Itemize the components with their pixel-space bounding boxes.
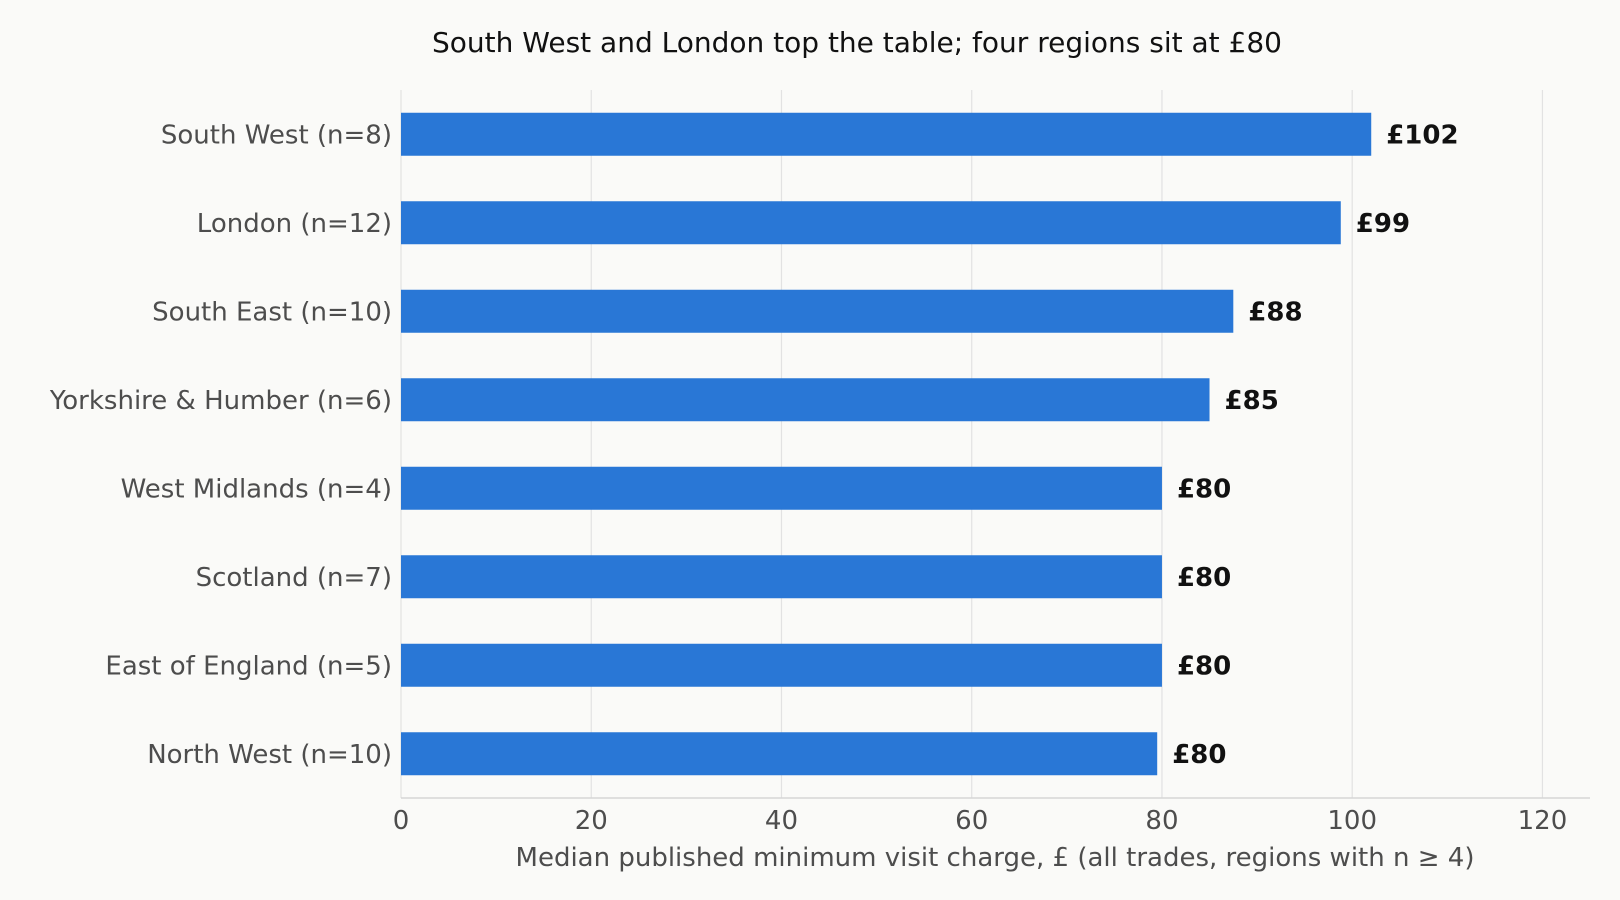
bar-value-label: £99: [1356, 209, 1410, 239]
category-label: South West (n=8): [161, 120, 392, 150]
bar: [401, 378, 1210, 422]
bar: [401, 555, 1162, 599]
x-tick-label: 0: [393, 806, 410, 836]
gridlines: [400, 90, 1590, 799]
category-label: London (n=12): [197, 209, 392, 239]
bar: [401, 643, 1162, 687]
category-label: West Midlands (n=4): [121, 474, 392, 504]
bar-value-label: £102: [1386, 120, 1458, 150]
bar-value-label: £85: [1225, 386, 1279, 416]
x-tick-label: 60: [955, 806, 988, 836]
bar-value-label: £80: [1172, 740, 1226, 770]
bar: [401, 732, 1158, 776]
bars: [401, 112, 1372, 776]
x-tick-label: 120: [1518, 806, 1568, 836]
x-tick-label: 100: [1327, 806, 1377, 836]
x-tick-label: 80: [1145, 806, 1178, 836]
bar-value-label: £80: [1177, 474, 1231, 504]
category-label: South East (n=10): [152, 297, 392, 327]
category-label: North West (n=10): [147, 740, 392, 770]
x-axis-title: Median published minimum visit charge, £…: [516, 843, 1475, 873]
x-tick-label: 20: [575, 806, 608, 836]
category-label: Yorkshire & Humber (n=6): [49, 386, 392, 416]
chart-title: South West and London top the table; fou…: [432, 26, 1282, 59]
category-label: East of England (n=5): [105, 651, 392, 681]
bar: [401, 201, 1341, 245]
labels: 0 20 40 60 80 100 120 South West (n=8) £102 Londo…: [49, 120, 1567, 836]
bar-value-label: £80: [1177, 563, 1231, 593]
bar: [401, 289, 1234, 333]
bar-value-label: £88: [1248, 297, 1302, 327]
bar: [401, 112, 1372, 156]
x-tick-label: 40: [765, 806, 798, 836]
bar-value-label: £80: [1177, 651, 1231, 681]
bar: [401, 466, 1162, 510]
category-label: Scotland (n=7): [196, 563, 392, 593]
